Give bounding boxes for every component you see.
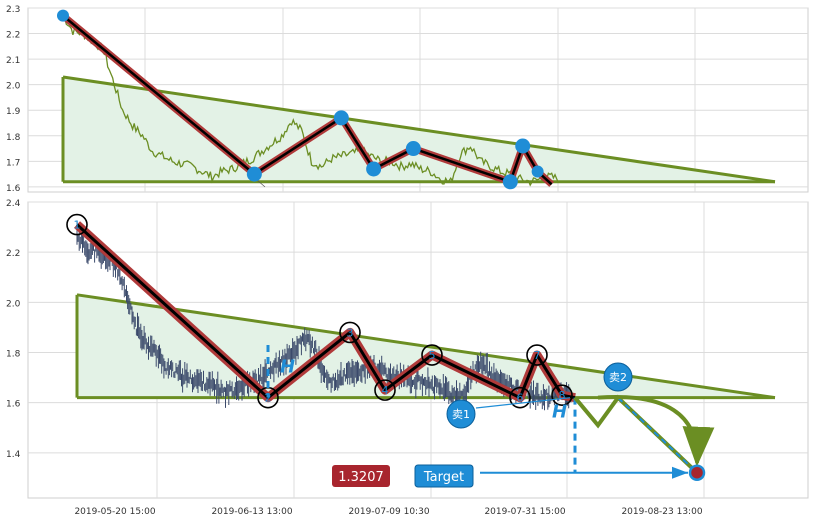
top-pivot-marker [333, 110, 349, 126]
top-ytick-label: 2.0 [6, 82, 21, 92]
bottom-ytick-label: 1.8 [6, 350, 21, 360]
top-ytick-label: 1.8 [6, 133, 21, 143]
target-value-text: 1.3207 [338, 470, 384, 485]
sell1-marker: 卖1 [446, 397, 571, 429]
pivot-label-5: 5 [421, 344, 443, 366]
sell2-label: 卖2 [609, 371, 627, 384]
bottom-ytick-label: 1.6 [6, 400, 21, 410]
top-triangle-upper [62, 75, 776, 184]
top-pivot-marker [246, 166, 262, 182]
top-ytick-label: 1.7 [6, 158, 20, 168]
target-value-box: 1.3207 [332, 465, 390, 487]
pivot-label-1: 1 [66, 213, 88, 236]
bottom-xtick-label: 2019-08-23 13:00 [621, 507, 702, 517]
target-marker [688, 464, 706, 481]
pivot-label-3: 3 [339, 321, 361, 344]
pivot-circle [66, 213, 88, 236]
pivot-label-8: 8 [551, 384, 573, 406]
pivot-circle [374, 379, 396, 401]
pivot-circle [339, 321, 361, 344]
target-label-box: Target [414, 464, 474, 488]
top-ytick-label: 2.3 [6, 5, 20, 15]
pivot-number: 5 [429, 349, 436, 362]
target-value-rect [332, 465, 390, 487]
sell1-label: 卖1 [452, 408, 470, 421]
pivot-label-4: 4 [374, 379, 396, 401]
pivot-circle [509, 386, 531, 409]
pivot-label-7: 7 [526, 344, 548, 366]
top-pivot-marker [531, 165, 544, 178]
pivot-number: 3 [347, 326, 354, 339]
top-ytick-label: 1.6 [6, 184, 21, 194]
bottom-xtick-label: 2019-05-20 15:00 [74, 507, 155, 517]
sell1-circle [446, 399, 476, 429]
bottom-zigzag-inner [75, 223, 576, 400]
target-label-text: Target [423, 470, 464, 485]
sell1-pointer [475, 397, 571, 409]
pivot-label-6: 6 [509, 386, 531, 409]
pivot-number: 6 [517, 392, 524, 405]
pivot-number: 2 [265, 392, 272, 405]
pivot-number: 7 [534, 349, 541, 362]
top-chart-layer [57, 9, 776, 190]
top-ytick-label: 2.2 [6, 31, 20, 41]
top-price-line [62, 15, 559, 187]
annotation-layer: H H 卖1 卖2 1.3207 Target [266, 344, 715, 488]
bottom-xtick-label: 2019-06-13 13:00 [211, 507, 292, 517]
top-pivot-marker [366, 161, 382, 177]
top-pivot-marker [502, 174, 518, 190]
bottom-chart-layer: 1 2 3 4 5 6 7 8 [66, 213, 776, 411]
sell2-circle [603, 362, 633, 392]
bottom-xtick-label: 2019-07-31 15:00 [484, 507, 565, 517]
top-ytick-label: 2.1 [6, 56, 20, 66]
bottom-ytick-label: 1.4 [6, 450, 21, 460]
pivot-circle [551, 384, 573, 406]
bottom-ytick-label: 2.0 [6, 299, 21, 309]
bottom-xtick-label: 2019-07-09 10:30 [348, 507, 429, 517]
top-pivot-marker [405, 141, 421, 157]
height-label-left: H [280, 357, 295, 378]
pivot-circle [421, 344, 443, 366]
pivot-number: 1 [74, 219, 81, 232]
bottom-ytick-label: 2.2 [6, 249, 20, 259]
height-label-right: H [552, 402, 567, 423]
pivot-number: 8 [559, 389, 566, 402]
top-ytick-label: 1.9 [6, 107, 21, 117]
pivot-number: 4 [382, 384, 389, 397]
target-label-rect [414, 464, 474, 488]
curved-arrow [597, 394, 715, 467]
top-pivot-marker [515, 138, 531, 154]
top-pivot-marker [57, 9, 69, 22]
pivot-circle [526, 344, 548, 366]
sell2-marker: 卖2 [603, 362, 633, 392]
bottom-grid: 1.4 1.6 1.8 2.0 2.2 2.4 2019-05-20 15:00 2019-0… [6, 199, 808, 517]
bottom-ytick-label: 2.4 [6, 199, 21, 209]
